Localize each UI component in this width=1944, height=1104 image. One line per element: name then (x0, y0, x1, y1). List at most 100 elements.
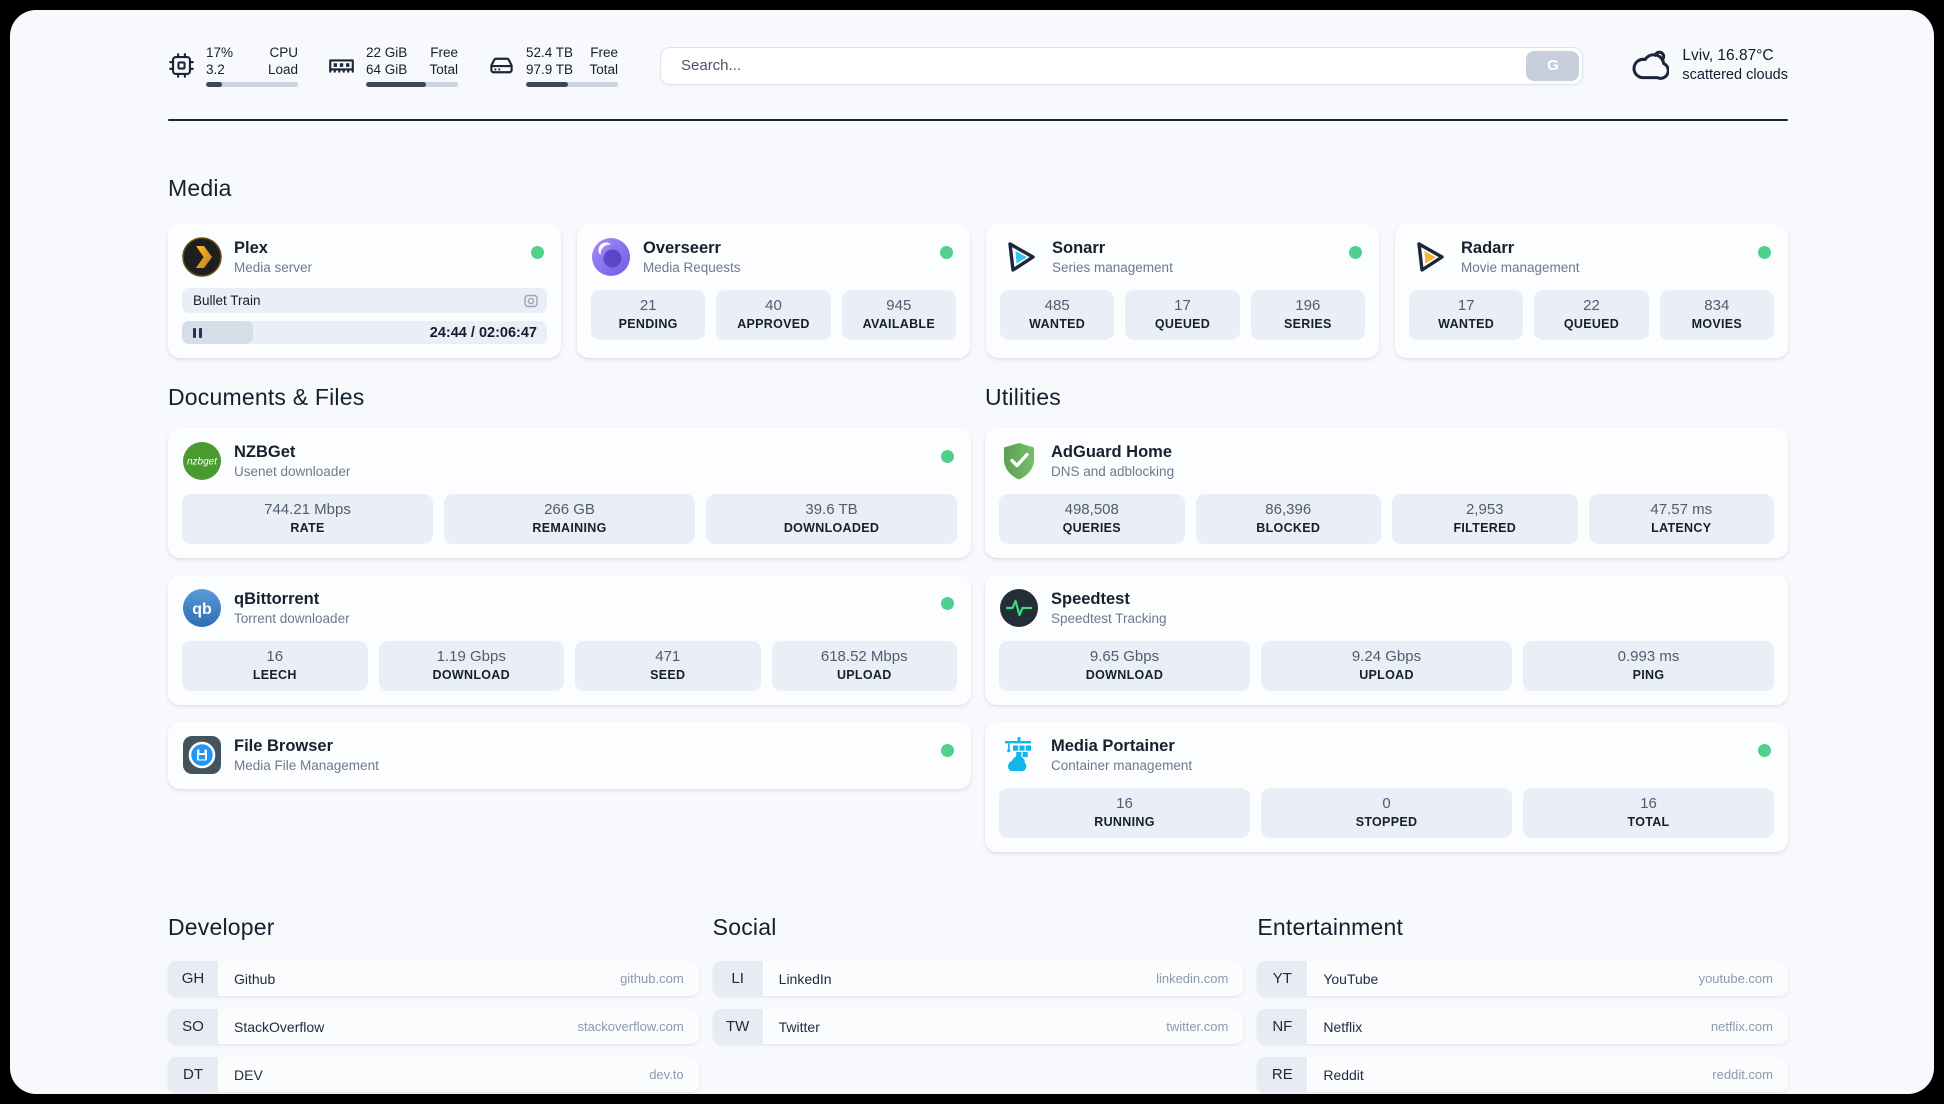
search-input[interactable] (660, 46, 1584, 85)
service-card-nzbget[interactable]: nzbget NZBGet Usenet downloader 744.21 M… (168, 428, 971, 558)
adguard-icon (999, 441, 1039, 481)
bookmark-abbr: TW (712, 1009, 763, 1044)
bookmark-twitter[interactable]: TW Twitter twitter.com (712, 1009, 1244, 1044)
service-description: Usenet downloader (234, 464, 351, 479)
stat-box: 16 RUNNING (999, 788, 1250, 838)
service-title: File Browser (234, 737, 334, 755)
hard-drive-icon (490, 57, 513, 74)
service-title: NZBGet (234, 443, 296, 461)
search-engine-button[interactable]: G (1526, 50, 1580, 81)
service-description: Media File Management (234, 758, 379, 773)
status-dot (1758, 744, 1771, 757)
bookmark-youtube[interactable]: YT YouTube youtube.com (1257, 961, 1788, 996)
service-card-portainer[interactable]: Media Portainer Container management 16 R… (985, 722, 1788, 852)
stat-box: 40 APPROVED (716, 290, 831, 340)
bookmark-url: stackoverflow.com (577, 1019, 684, 1034)
bookmark-name: Twitter (778, 1018, 820, 1035)
section-title-utilities: Utilities (985, 384, 1061, 410)
stat-box: 17 WANTED (1409, 290, 1524, 340)
bookmark-name: YouTube (1323, 970, 1379, 987)
playback-progress-bar: 24:44 / 02:06:47 (182, 321, 547, 344)
service-title: Plex (234, 239, 268, 257)
poster-toggle-icon[interactable] (523, 293, 539, 309)
service-card-radarr[interactable]: Radarr Movie management 17 WANTED 22 QUEUE… (1395, 224, 1788, 358)
bookmark-url: twitter.com (1166, 1019, 1229, 1034)
stat-box: 196 SERIES (1250, 290, 1365, 340)
stat-box: 945 AVAILABLE (841, 290, 956, 340)
bookmark-abbr: RE (1257, 1057, 1308, 1092)
cpu-widget: 17% 3.2 CPU Load (168, 44, 298, 87)
stat-box: 0 STOPPED (1261, 788, 1512, 838)
weather-widget: Lviv, 16.87°C scattered clouds (1629, 46, 1788, 86)
disk-values: 52.4 TB 97.9 TB (526, 45, 574, 77)
section-title-social: Social (712, 914, 777, 940)
bookmark-dev[interactable]: DT DEV dev.to (168, 1057, 699, 1092)
stat-box: 1.19 Gbps DOWNLOAD (378, 641, 564, 691)
service-card-filebrowser[interactable]: File Browser Media File Management (168, 722, 971, 789)
bookmark-abbr: NF (1257, 1009, 1308, 1044)
ram-icon (329, 59, 354, 73)
nzbget-icon: nzbget (182, 441, 222, 481)
status-dot (1758, 246, 1771, 259)
cpu-chip-icon (169, 53, 194, 78)
service-title: AdGuard Home (1051, 443, 1173, 461)
service-title: Overseerr (643, 239, 721, 257)
bookmark-name: StackOverflow (234, 1018, 325, 1035)
bookmark-name: Reddit (1323, 1066, 1364, 1083)
stat-box: 9.24 Gbps UPLOAD (1261, 641, 1512, 691)
bookmark-name: LinkedIn (778, 970, 832, 987)
service-card-plex[interactable]: Plex Media server Bullet Train 24:44 / 0… (168, 224, 561, 358)
bookmark-abbr: SO (168, 1009, 218, 1044)
stat-box: 744.21 Mbps RATE (182, 494, 433, 544)
memory-widget: 22 GiB 64 GiB Free Total (328, 44, 458, 87)
stat-box: 266 GB REMAINING (444, 494, 695, 544)
bookmark-abbr: DT (168, 1057, 218, 1092)
service-card-adguard[interactable]: AdGuard Home DNS and adblocking 498,508 Q… (985, 428, 1788, 558)
section-title-documents: Documents & Files (168, 384, 365, 410)
plex-icon (182, 237, 222, 277)
service-title: Speedtest (1051, 590, 1130, 608)
svg-text:qb: qb (192, 601, 212, 618)
cloud-icon (1632, 50, 1670, 80)
radarr-icon (1409, 237, 1449, 277)
now-playing-row: Bullet Train (182, 288, 547, 313)
service-description: Media server (234, 260, 313, 275)
service-card-overseerr[interactable]: Overseerr Media Requests 21 PENDING 40 APP… (577, 224, 970, 358)
service-card-speedtest[interactable]: Speedtest Speedtest Tracking 9.65 Gbps DO… (985, 575, 1788, 705)
bookmark-linkedin[interactable]: LI LinkedIn linkedin.com (712, 961, 1244, 996)
bookmark-stackoverflow[interactable]: SO StackOverflow stackoverflow.com (168, 1009, 699, 1044)
service-description: Torrent downloader (234, 611, 350, 626)
service-title: qBittorrent (234, 590, 320, 608)
bookmark-name: DEV (234, 1066, 263, 1083)
qbittorrent-icon: qb (182, 588, 222, 628)
bookmark-abbr: YT (1257, 961, 1308, 996)
overseerr-icon (591, 237, 631, 277)
service-title: Media Portainer (1051, 737, 1175, 755)
bookmark-url: github.com (620, 971, 684, 986)
stat-box: 471 SEED (575, 641, 761, 691)
top-bar: 17% 3.2 CPU Load (168, 44, 1788, 87)
weather-condition: scattered clouds (1682, 67, 1788, 83)
stat-box: 834 MOVIES (1659, 290, 1774, 340)
memory-values: 22 GiB 64 GiB (366, 45, 408, 77)
now-playing-title: Bullet Train (193, 293, 261, 308)
service-description: Series management (1052, 260, 1173, 275)
service-description: Speedtest Tracking (1051, 611, 1167, 626)
header-divider (168, 119, 1788, 121)
stat-box: 16 TOTAL (1523, 788, 1774, 838)
service-description: Media Requests (643, 260, 741, 275)
bookmark-github[interactable]: GH Github github.com (168, 961, 699, 996)
service-card-qbittorrent[interactable]: qb qBittorrent Torrent downloader 16 LEEC… (168, 575, 971, 705)
bookmark-url: linkedin.com (1156, 971, 1229, 986)
status-dot (941, 744, 954, 757)
service-card-sonarr[interactable]: Sonarr Series management 485 WANTED 17 QUE… (986, 224, 1379, 358)
bookmark-name: Netflix (1323, 1018, 1363, 1035)
bookmark-reddit[interactable]: RE Reddit reddit.com (1257, 1057, 1788, 1092)
memory-progress-bar (366, 82, 458, 87)
disk-progress-bar (526, 82, 618, 87)
cpu-labels: CPU Load (267, 45, 298, 77)
stat-box: 2,953 FILTERED (1392, 494, 1578, 544)
bookmark-netflix[interactable]: NF Netflix netflix.com (1257, 1009, 1788, 1044)
service-description: Movie management (1461, 260, 1580, 275)
section-title-developer: Developer (168, 914, 275, 940)
